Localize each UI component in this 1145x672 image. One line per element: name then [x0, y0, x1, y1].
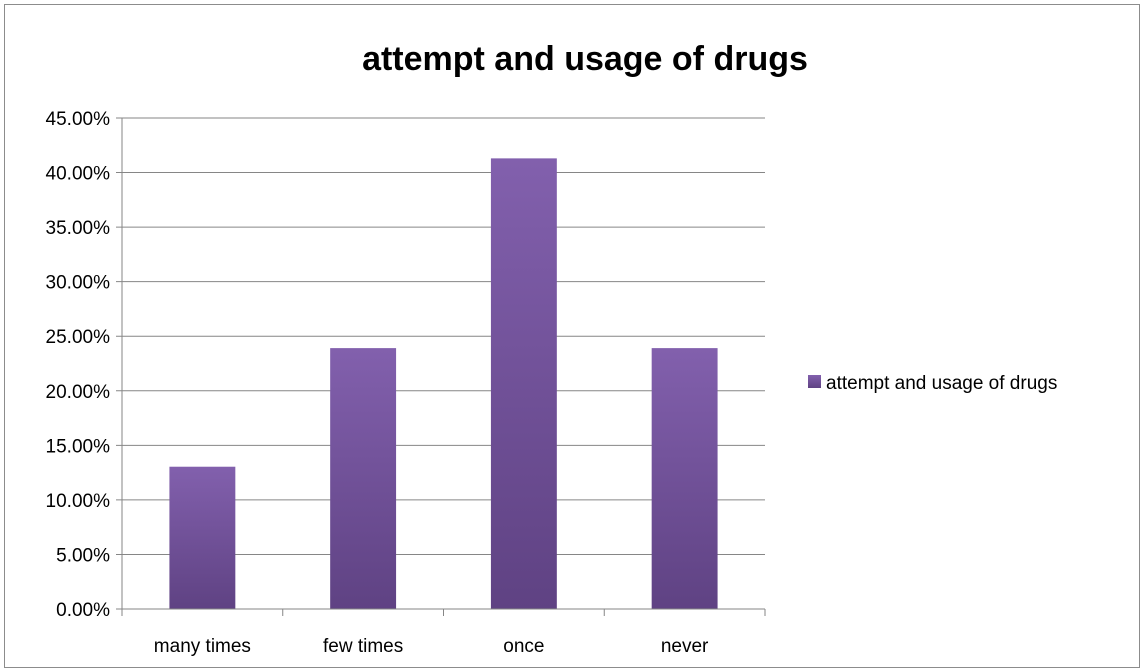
y-tick-label: 25.00% — [46, 327, 111, 348]
legend: attempt and usage of drugs — [808, 373, 1057, 394]
axis-layer: 0.00% 5.00% 10.00% 15.00% 20.00% 25.00% 30.00%… — [46, 109, 766, 657]
y-tick-label: 5.00% — [56, 545, 110, 566]
bar-many-times — [169, 466, 236, 609]
bar-few-times — [330, 348, 397, 609]
bars-layer — [169, 158, 718, 610]
x-tick-label: once — [503, 636, 544, 657]
y-tick-label: 35.00% — [46, 218, 111, 239]
bar-once — [490, 158, 557, 610]
y-tick-label: 0.00% — [56, 600, 110, 621]
x-tick-label: never — [661, 636, 709, 657]
chart-title: attempt and usage of drugs — [362, 40, 808, 78]
y-tick-label: 40.00% — [46, 164, 111, 185]
legend-label: attempt and usage of drugs — [826, 373, 1057, 394]
y-tick-label: 30.00% — [46, 273, 111, 294]
bar-never — [651, 348, 718, 609]
x-tick-label: many times — [154, 636, 251, 657]
x-tick-label: few times — [323, 636, 403, 657]
y-tick-label: 45.00% — [46, 109, 111, 130]
legend-swatch — [808, 375, 821, 388]
y-tick-label: 10.00% — [46, 491, 111, 512]
y-tick-label: 20.00% — [46, 382, 111, 403]
y-tick-label: 15.00% — [46, 436, 111, 457]
